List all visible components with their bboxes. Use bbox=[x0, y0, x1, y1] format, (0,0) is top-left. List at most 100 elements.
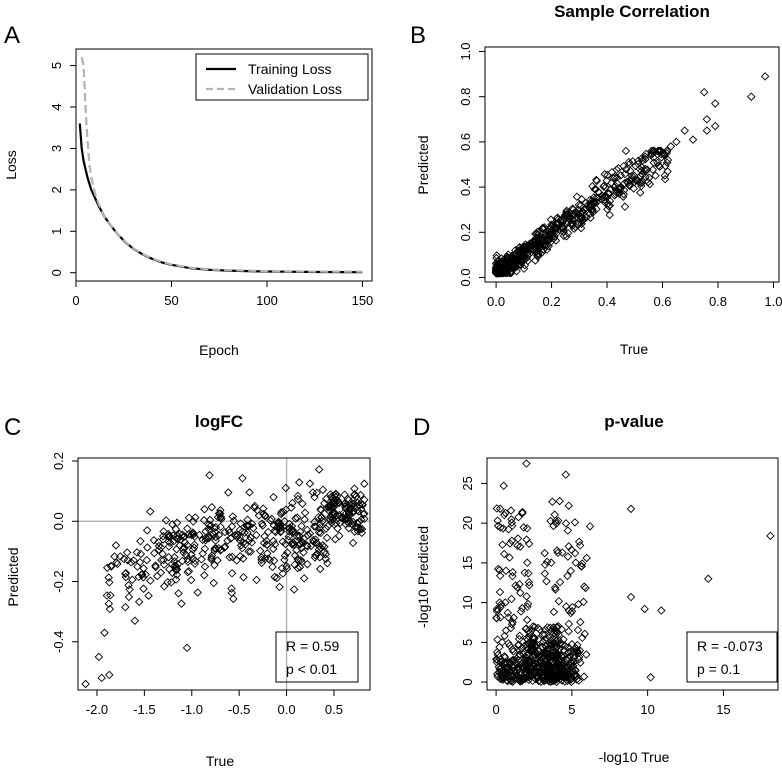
scatter-point bbox=[168, 568, 177, 578]
scatter-point bbox=[213, 556, 222, 565]
scatter-point bbox=[310, 517, 319, 527]
scatter-point bbox=[172, 545, 181, 554]
scatter-point bbox=[273, 518, 282, 528]
scatter-point bbox=[100, 628, 109, 637]
scatter-point bbox=[523, 658, 532, 667]
scatter-point bbox=[637, 154, 646, 163]
scatter-point bbox=[211, 536, 220, 545]
scatter-point bbox=[611, 189, 621, 199]
scatter-point bbox=[513, 534, 523, 543]
scatter-point bbox=[133, 562, 142, 571]
scatter-point bbox=[649, 158, 659, 167]
scatter-point bbox=[541, 667, 551, 677]
panel-c-ytick-label: -0.4 bbox=[51, 631, 66, 653]
scatter-point bbox=[229, 594, 238, 604]
panel-letter-b: B bbox=[410, 22, 426, 49]
scatter-point bbox=[360, 514, 369, 524]
scatter-point bbox=[227, 522, 237, 531]
scatter-point bbox=[570, 657, 579, 666]
scatter-point bbox=[518, 676, 527, 685]
scatter-point bbox=[623, 178, 633, 188]
scatter-point bbox=[295, 478, 304, 487]
scatter-point bbox=[500, 510, 509, 520]
scatter-point bbox=[542, 245, 552, 254]
scatter-point bbox=[177, 599, 186, 608]
scatter-point bbox=[104, 599, 114, 608]
training-loss-line bbox=[78, 123, 363, 274]
panel-d-xlabel: -log10 True bbox=[599, 749, 670, 765]
scatter-point bbox=[502, 267, 512, 276]
scatter-point bbox=[546, 623, 555, 633]
scatter-point bbox=[509, 613, 519, 622]
scatter-point bbox=[551, 626, 560, 636]
scatter-point bbox=[252, 530, 261, 540]
scatter-point bbox=[601, 183, 610, 192]
scatter-point bbox=[210, 544, 220, 553]
scatter-point bbox=[239, 554, 248, 563]
scatter-point bbox=[287, 503, 296, 512]
scatter-point bbox=[600, 170, 609, 179]
scatter-point bbox=[314, 545, 324, 554]
panel-c-ytick-label: -0.2 bbox=[51, 570, 66, 592]
panel-b-xtick-label: 0.6 bbox=[653, 294, 671, 309]
scatter-point bbox=[299, 574, 309, 583]
scatter-point bbox=[316, 520, 325, 529]
scatter-point bbox=[314, 528, 324, 537]
panel-c-xlabel: True bbox=[206, 753, 234, 769]
scatter-point bbox=[579, 672, 589, 681]
scatter-point bbox=[590, 185, 600, 194]
scatter-point bbox=[151, 561, 160, 570]
scatter-point bbox=[514, 512, 523, 522]
scatter-point bbox=[311, 551, 320, 560]
scatter-point bbox=[586, 199, 595, 209]
scatter-point bbox=[568, 663, 577, 672]
scatter-point bbox=[175, 529, 185, 539]
scatter-point bbox=[550, 227, 560, 237]
scatter-point bbox=[170, 557, 179, 566]
scatter-point bbox=[507, 515, 516, 524]
panel-a-ytick-label: 5 bbox=[49, 62, 64, 69]
scatter-point bbox=[300, 508, 310, 518]
scatter-point bbox=[501, 566, 511, 575]
scatter-point bbox=[571, 666, 580, 676]
scatter-point bbox=[158, 535, 168, 544]
scatter-point bbox=[246, 547, 255, 556]
scatter-point bbox=[200, 544, 210, 554]
scatter-point bbox=[247, 538, 257, 547]
scatter-point bbox=[570, 548, 580, 558]
scatter-point bbox=[515, 631, 524, 641]
scatter-point bbox=[229, 516, 239, 525]
scatter-point bbox=[571, 673, 580, 682]
panel-b-ticks: 0.0 0.2 0.4 0.6 0.8 1.0 0.0 0.2 0.4 0.6 0.8 1.0 bbox=[458, 42, 782, 309]
scatter-point bbox=[559, 221, 569, 230]
scatter-point bbox=[297, 537, 307, 547]
panel-b-title: Sample Correlation bbox=[554, 2, 710, 21]
panel-c-xtick-label: -1.5 bbox=[133, 702, 155, 717]
scatter-point bbox=[626, 504, 636, 514]
scatter-point bbox=[542, 642, 551, 651]
scatter-point bbox=[207, 551, 217, 560]
scatter-point bbox=[574, 599, 583, 609]
scatter-point bbox=[125, 585, 134, 594]
panel-b-ytick-label: 0.2 bbox=[458, 223, 473, 241]
scatter-point bbox=[625, 159, 635, 168]
scatter-point bbox=[564, 542, 574, 551]
scatter-point bbox=[554, 596, 564, 606]
scatter-point bbox=[281, 483, 291, 493]
scatter-point bbox=[493, 635, 502, 644]
scatter-point bbox=[530, 244, 540, 253]
scatter-point bbox=[288, 538, 298, 547]
scatter-point bbox=[268, 544, 278, 554]
scatter-point bbox=[355, 525, 364, 535]
scatter-point bbox=[553, 218, 563, 228]
scatter-point bbox=[170, 561, 180, 571]
scatter-point bbox=[293, 563, 302, 573]
scatter-point bbox=[575, 646, 585, 655]
scatter-point bbox=[539, 235, 548, 245]
scatter-point bbox=[570, 518, 580, 527]
scatter-point bbox=[159, 555, 168, 565]
scatter-point bbox=[292, 546, 301, 555]
panel-c-xtick-label: 0.5 bbox=[325, 702, 343, 717]
scatter-point bbox=[534, 647, 544, 656]
scatter-point bbox=[582, 553, 591, 563]
